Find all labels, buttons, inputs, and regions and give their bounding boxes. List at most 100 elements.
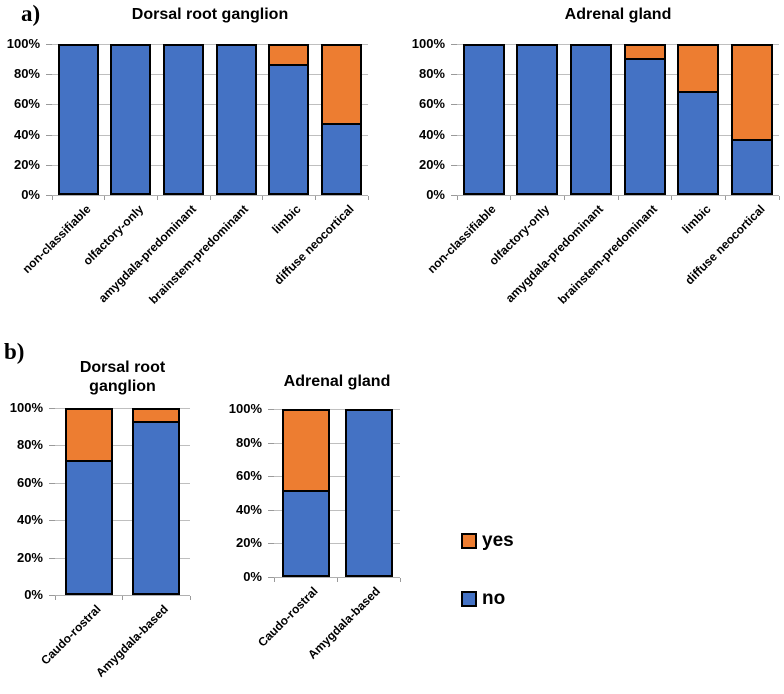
gridline	[55, 408, 190, 409]
legend-label: no	[482, 588, 506, 609]
segment-yes-caudo-rostral	[64, 408, 113, 461]
segment-no-caudo-rostral	[64, 460, 113, 595]
bar-limbic	[268, 44, 310, 195]
x-category-label-text: non-classifiable	[19, 202, 94, 277]
y-axis-tick	[451, 164, 457, 166]
legend-item-no: no	[461, 589, 514, 609]
legend: yes no	[461, 531, 514, 609]
x-axis-tick	[122, 596, 123, 600]
x-axis-tick	[456, 196, 458, 200]
y-tick-label: 100%	[6, 36, 40, 51]
segment-no-amygdala-based	[132, 421, 181, 595]
y-tick-label: 40%	[235, 501, 262, 517]
y-tick-label: 20%	[13, 156, 40, 172]
bar-caudo-rostral	[281, 409, 330, 577]
chart-panel-b-dorsal-root-ganglion: Dorsal root ganglion 100% 80% 60% 40% 20% 0% Ca…	[3, 353, 253, 694]
x-axis-tick	[273, 578, 275, 582]
segment-no-diffuse-neocortical	[321, 122, 363, 195]
legend-swatch-yes	[461, 533, 477, 549]
chart-panel-a-dorsal-root-ganglion: Dorsal root ganglion 100% 80% 60% 40% 20% 0% no…	[0, 0, 384, 340]
x-category-label-text: limbic	[269, 202, 304, 237]
gridline	[457, 195, 779, 196]
segment-no-limbic	[677, 90, 720, 195]
bars-group	[274, 409, 400, 577]
y-axis-tick	[49, 557, 55, 559]
bar-olfactory-only	[516, 44, 559, 195]
x-axis-tick	[104, 196, 106, 200]
gridline	[274, 476, 400, 478]
plot-area: 100% 80% 60% 40% 20% 0% non-classifiable olfact…	[412, 36, 780, 307]
y-axis-tick	[451, 195, 457, 196]
gridline	[55, 520, 190, 522]
chart-title: Dorsal root ganglion	[131, 6, 289, 23]
y-axis-tick	[49, 520, 55, 522]
bar-non-classifiable	[462, 44, 505, 195]
y-tick-label: 80%	[16, 437, 43, 453]
gridline	[274, 442, 400, 444]
panel-a-label: a)	[21, 1, 41, 26]
y-tick-label: 60%	[235, 468, 262, 484]
x-category-label-text: Amygdala-based	[93, 602, 172, 680]
bar-amygdala-based	[344, 409, 393, 577]
bar-olfactory-only	[110, 44, 152, 195]
y-tick-label: 0%	[243, 569, 262, 584]
segment-yes-amygdala-based	[132, 408, 181, 422]
gridline	[52, 134, 368, 136]
bar-non-classifiable	[57, 44, 99, 195]
y-axis-tick	[46, 134, 52, 136]
gridline	[52, 104, 368, 106]
segment-yes-brainstem-predominant	[623, 44, 666, 58]
y-tick-label: 100%	[9, 400, 43, 415]
y-axis-tick	[46, 104, 52, 106]
gridline	[457, 104, 779, 106]
x-axis-tick	[189, 596, 191, 600]
y-tick-label: 0%	[24, 587, 43, 602]
bar-limbic	[677, 44, 720, 195]
chart-panel-b-adrenal-gland: Adrenal gland 100% 80% 60% 40% 20% 0% Caudo-ros…	[222, 353, 462, 694]
segment-no-limbic	[268, 63, 310, 195]
y-axis-tick	[268, 442, 274, 444]
x-axis-tick	[510, 196, 512, 200]
x-category-label-text: brainstem-predominant	[555, 202, 660, 307]
gridline	[274, 509, 400, 511]
gridline	[457, 134, 779, 136]
gridline	[55, 482, 190, 484]
chart-panel-a-adrenal-gland: Adrenal gland 100% 80% 60% 40% 20% 0% non-class…	[405, 0, 784, 340]
y-axis-tick	[268, 409, 274, 410]
y-tick-label: 20%	[235, 535, 262, 551]
legend-swatch-no	[461, 591, 477, 607]
x-axis-tick	[54, 596, 56, 600]
segment-no-non-classifiable	[57, 44, 99, 195]
segment-no-olfactory-only	[110, 44, 152, 195]
y-tick-label: 60%	[13, 96, 40, 112]
y-axis-tick	[451, 74, 457, 76]
y-tick-label: 40%	[13, 126, 40, 142]
gridline	[457, 74, 779, 76]
y-tick-label: 80%	[418, 66, 445, 82]
y-axis-tick	[46, 44, 52, 45]
segment-no-olfactory-only	[516, 44, 559, 195]
gridline	[52, 164, 368, 166]
segment-yes-diffuse-neocortical	[731, 44, 774, 140]
y-axis-tick	[49, 595, 55, 596]
x-axis-tick	[367, 196, 369, 200]
x-category-label-text: brainstem-predominant	[146, 202, 252, 307]
y-axis-tick	[268, 543, 274, 545]
x-axis-tick	[314, 196, 316, 200]
bars-group	[55, 408, 190, 595]
y-tick-label: 60%	[418, 96, 445, 112]
y-axis-tick	[268, 476, 274, 478]
legend-label: yes	[482, 530, 514, 551]
x-axis-tick	[778, 196, 780, 200]
gridline	[274, 543, 400, 545]
y-axis-tick	[49, 408, 55, 409]
y-axis-tick	[268, 577, 274, 578]
chart-title: Adrenal gland	[283, 373, 391, 390]
y-tick-label: 40%	[418, 126, 445, 142]
y-axis-tick	[46, 164, 52, 166]
y-tick-label: 80%	[235, 434, 262, 450]
y-tick-label: 20%	[418, 156, 445, 172]
y-axis-tick	[49, 445, 55, 447]
gridline	[274, 577, 400, 578]
gridline	[274, 409, 400, 410]
